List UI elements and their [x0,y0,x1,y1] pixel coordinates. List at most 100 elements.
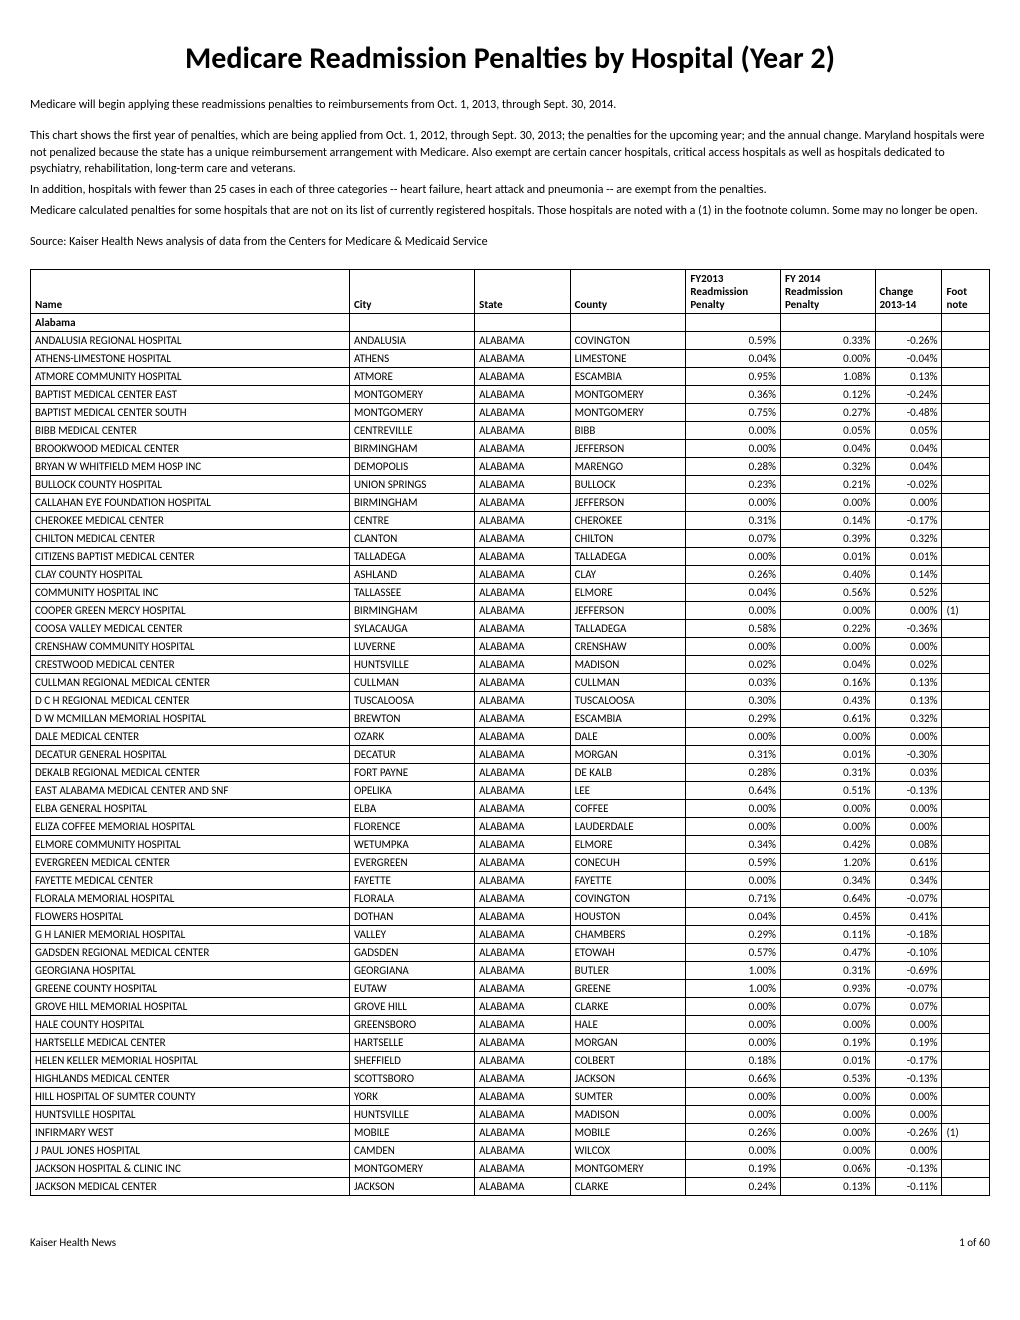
table-row: DEKALB REGIONAL MEDICAL CENTERFORT PAYNE… [31,763,990,781]
cell: 0.04% [780,655,875,673]
cell: EVERGREEN [349,853,474,871]
cell: 0.00% [780,349,875,367]
table-row: EVERGREEN MEDICAL CENTEREVERGREENALABAMA… [31,853,990,871]
cell [942,763,990,781]
cell: WILCOX [570,1141,686,1159]
cell: ALABAMA [475,385,570,403]
cell: ALABAMA [475,619,570,637]
table-row: COMMUNITY HOSPITAL INCTALLASSEEALABAMAEL… [31,583,990,601]
cell: BULLOCK [570,475,686,493]
cell: ALABAMA [475,655,570,673]
table-row: ATHENS-LIMESTONE HOSPITALATHENSALABAMALI… [31,349,990,367]
cell: HUNTSVILLE [349,1105,474,1123]
cell [942,331,990,349]
cell: 0.04% [875,457,942,475]
cell: 0.00% [780,817,875,835]
cell: ALABAMA [475,475,570,493]
cell: JACKSON HOSPITAL & CLINIC INC [31,1159,350,1177]
cell: YORK [349,1087,474,1105]
cell [942,1087,990,1105]
cell: CRESTWOOD MEDICAL CENTER [31,655,350,673]
cell: 0.31% [780,763,875,781]
cell: 0.00% [686,727,781,745]
cell [942,349,990,367]
cell: 0.00% [875,727,942,745]
cell: COFFEE [570,799,686,817]
cell: 0.00% [875,799,942,817]
table-row: EAST ALABAMA MEDICAL CENTER AND SNFOPELI… [31,781,990,799]
cell: 0.93% [780,979,875,997]
table-row: CHEROKEE MEDICAL CENTERCENTREALABAMACHER… [31,511,990,529]
intro-p3: In addition, hospitals with fewer than 2… [30,182,990,199]
cell: 0.71% [686,889,781,907]
cell: CLANTON [349,529,474,547]
cell: 0.05% [875,421,942,439]
cell: HALE COUNTY HOSPITAL [31,1015,350,1033]
cell: 1.08% [780,367,875,385]
cell: 1.00% [686,961,781,979]
cell [942,1177,990,1195]
cell: OZARK [349,727,474,745]
cell: BIBB MEDICAL CENTER [31,421,350,439]
table-row: CRESTWOOD MEDICAL CENTERHUNTSVILLEALABAM… [31,655,990,673]
cell [942,997,990,1015]
cell: 0.00% [875,1087,942,1105]
cell: ALABAMA [475,1141,570,1159]
th-penalty14: FY 2014 Readmission Penalty [780,269,875,313]
cell: SHEFFIELD [349,1051,474,1069]
table-row: FLOWERS HOSPITALDOTHANALABAMAHOUSTON0.04… [31,907,990,925]
penalties-table: Name City State County FY2013 Readmissio… [30,269,990,1196]
cell: SUMTER [570,1087,686,1105]
cell: 0.31% [780,961,875,979]
table-row: FAYETTE MEDICAL CENTERFAYETTEALABAMAFAYE… [31,871,990,889]
cell [942,781,990,799]
table-row: CITIZENS BAPTIST MEDICAL CENTERTALLADEGA… [31,547,990,565]
th-county: County [570,269,686,313]
cell: BIBB [570,421,686,439]
cell: -0.24% [875,385,942,403]
table-body: Alabama ANDALUSIA REGIONAL HOSPITALANDAL… [31,313,990,1195]
cell: HARTSELLE MEDICAL CENTER [31,1033,350,1051]
section-label: Alabama [31,313,350,331]
cell [942,961,990,979]
table-row: BAPTIST MEDICAL CENTER EASTMONTGOMERYALA… [31,385,990,403]
cell: 0.13% [875,691,942,709]
table-row: HIGHLANDS MEDICAL CENTERSCOTTSBOROALABAM… [31,1069,990,1087]
cell: 0.33% [780,331,875,349]
cell: ALABAMA [475,1069,570,1087]
cell: ALABAMA [475,799,570,817]
cell: ELMORE COMMUNITY HOSPITAL [31,835,350,853]
table-row: D C H REGIONAL MEDICAL CENTERTUSCALOOSAA… [31,691,990,709]
section-row: Alabama [31,313,990,331]
cell: ELBA GENERAL HOSPITAL [31,799,350,817]
cell: 0.00% [686,547,781,565]
cell: ALABAMA [475,691,570,709]
cell: 0.26% [686,565,781,583]
cell: ALABAMA [475,1177,570,1195]
cell: BREWTON [349,709,474,727]
cell: ALABAMA [475,763,570,781]
cell [942,655,990,673]
cell: 0.13% [875,673,942,691]
table-row: HARTSELLE MEDICAL CENTERHARTSELLEALABAMA… [31,1033,990,1051]
cell: 0.28% [686,457,781,475]
cell: COOPER GREEN MERCY HOSPITAL [31,601,350,619]
cell: CONECUH [570,853,686,871]
cell: MONTGOMERY [570,403,686,421]
cell: 0.00% [780,1141,875,1159]
cell: -0.10% [875,943,942,961]
cell [942,367,990,385]
cell: 0.28% [686,763,781,781]
cell: D W MCMILLAN MEMORIAL HOSPITAL [31,709,350,727]
cell: 0.00% [780,601,875,619]
cell: 0.00% [780,1087,875,1105]
cell: 0.30% [686,691,781,709]
cell: CULLMAN [349,673,474,691]
cell: CULLMAN [570,673,686,691]
cell: 0.13% [875,367,942,385]
cell: 0.57% [686,943,781,961]
cell: EVERGREEN MEDICAL CENTER [31,853,350,871]
cell: 0.00% [780,637,875,655]
cell: HOUSTON [570,907,686,925]
cell: 0.26% [686,1123,781,1141]
